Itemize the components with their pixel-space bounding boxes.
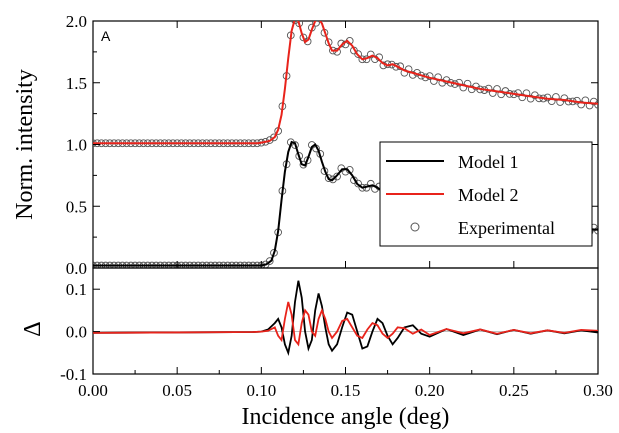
y-tick-label-intensity: 0.0 <box>66 259 87 278</box>
series-line-model-2 <box>93 21 598 145</box>
experimental-point-model-1 <box>366 179 375 188</box>
residual-axes: -0.1 0.0 0.1 0.00 0.05 0.10 0.15 0.20 0.25 0.30 <box>60 280 613 400</box>
experimental-point-model-2 <box>467 85 476 94</box>
experimental-point-model-1 <box>299 160 308 169</box>
experimental-point-model-1 <box>324 174 333 182</box>
experimental-point-model-2 <box>366 50 375 59</box>
y-tick-label-intensity: 1.0 <box>66 136 87 155</box>
y-tick-label-intensity: 0.5 <box>66 197 87 216</box>
experimental-point-model-2 <box>459 83 468 92</box>
experimental-point-model-2 <box>488 89 497 97</box>
experimental-point-model-1 <box>265 257 274 265</box>
legend-label-experimental: Experimental <box>458 218 555 238</box>
x-tick-label: 0.20 <box>415 381 445 400</box>
experimental-point-model-2 <box>291 21 299 25</box>
residual-plot-frame <box>92 267 599 375</box>
legend: Model 1 Model 2 Experimental <box>379 141 593 247</box>
residual-line-model-1 <box>93 280 598 356</box>
experimental-point-model-2 <box>501 87 510 95</box>
residual-panel: -0.1 0.0 0.1 0.00 0.05 0.10 0.15 0.20 0.25 0.30 Δ… <box>20 267 613 430</box>
experimental-point-model-1 <box>594 226 598 235</box>
legend-swatch-experimental <box>410 222 420 232</box>
x-tick-label: 0.15 <box>331 381 361 400</box>
experimental-point-model-1 <box>333 172 341 181</box>
experimental-point-model-2 <box>324 38 333 47</box>
experimental-point-model-2 <box>594 100 598 109</box>
intensity-panel: 0.0 0.5 1.0 1.5 2.0 A Norm. intensity Model … <box>12 12 599 278</box>
y-tick-label-intensity: 1.5 <box>66 74 87 93</box>
experimental-point-model-2 <box>547 97 556 106</box>
legend-label-model-1: Model 1 <box>458 152 519 172</box>
y-axis-label-intensity: Norm. intensity <box>12 69 38 220</box>
x-tick-label: 0.05 <box>162 381 192 400</box>
x-tick-label: 0.30 <box>583 381 613 400</box>
panel-letter: A <box>101 28 111 44</box>
y-tick-label-delta: 0.1 <box>66 280 87 299</box>
experimental-point-model-2 <box>438 78 447 87</box>
experimental-point-model-2 <box>430 77 438 85</box>
experimental-point-model-1 <box>354 179 362 188</box>
experimental-point-model-2 <box>265 136 274 144</box>
y-tick-label-delta: -0.1 <box>60 365 87 384</box>
experimental-point-model-2 <box>299 33 308 42</box>
intensity-axes: 0.0 0.5 1.0 1.5 2.0 <box>66 12 599 278</box>
x-tick-label: 0.00 <box>78 381 108 400</box>
experimental-point-model-2 <box>270 133 278 142</box>
residual-data-layer <box>93 280 598 356</box>
legend-label-model-2: Model 2 <box>458 185 519 205</box>
experimental-point-model-2 <box>484 84 493 93</box>
experimental-point-model-2 <box>333 47 341 56</box>
x-tick-label: 0.10 <box>246 381 276 400</box>
x-axis-label: Incidence angle (deg) <box>242 404 450 430</box>
experimental-point-model-2 <box>585 101 594 110</box>
x-tick-label: 0.25 <box>499 381 529 400</box>
experimental-point-model-2 <box>408 71 417 79</box>
experimental-point-model-2 <box>577 100 586 109</box>
residual-line-model-2 <box>93 301 598 347</box>
experimental-point-model-2 <box>312 21 320 27</box>
y-tick-label-intensity: 2.0 <box>66 12 87 31</box>
y-tick-label-delta: 0.0 <box>66 323 87 342</box>
experimental-point-model-2 <box>518 93 527 102</box>
y-axis-label-delta: Δ <box>20 321 46 336</box>
experimental-point-model-2 <box>354 50 362 58</box>
experimental-point-model-2 <box>556 98 564 106</box>
